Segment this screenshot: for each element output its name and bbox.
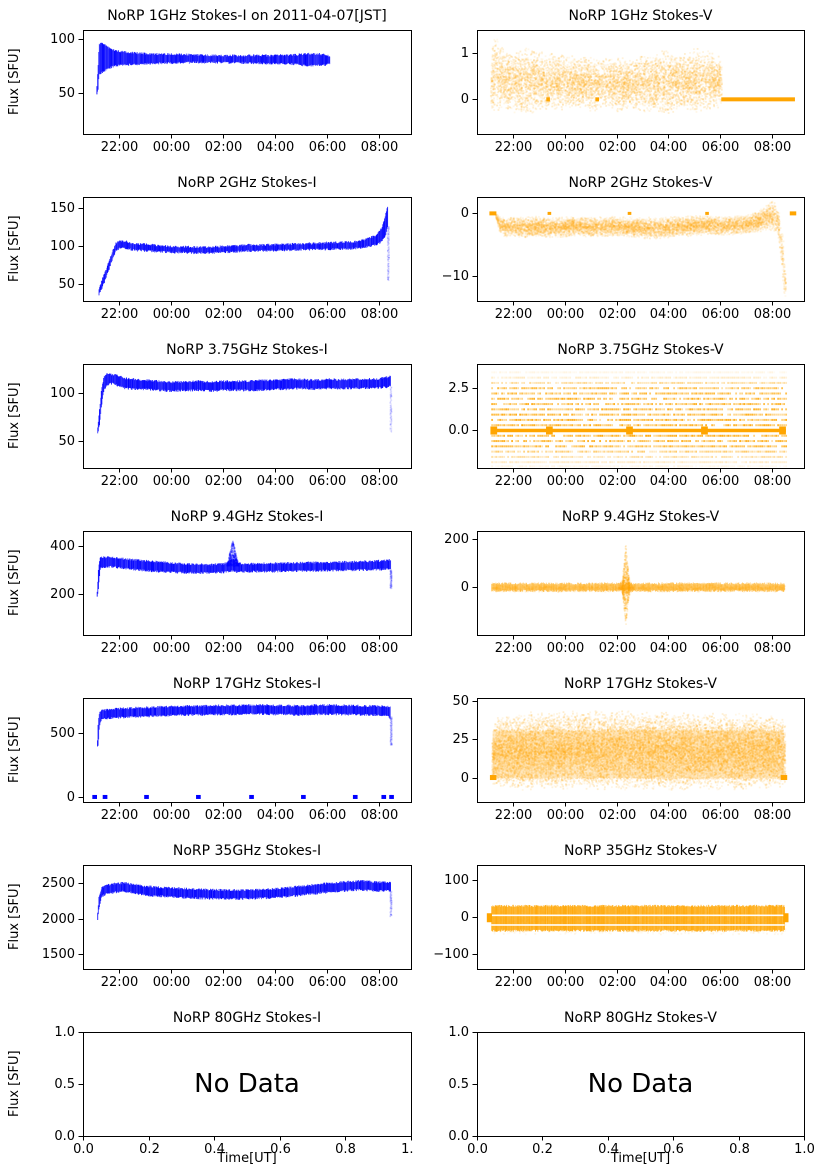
no-data-text: No Data	[587, 1069, 694, 1099]
plot-title: NoRP 1GHz Stokes-I on 2011-04-07[JST]	[107, 8, 387, 24]
subplot-35ghz-stokes-v: NoRP 35GHz Stokes-V	[413, 835, 827, 1002]
plot-title: NoRP 35GHz Stokes-V	[564, 843, 717, 859]
plot-canvas-35ghz-stokes-i	[0, 835, 413, 1002]
plot-canvas-80ghz-stokes-i	[0, 1002, 413, 1169]
y-axis-label: Flux [SFU]	[7, 382, 22, 450]
subplot-1ghz-stokes-v: NoRP 1GHz Stokes-V	[413, 0, 827, 167]
plot-canvas-2ghz-stokes-v	[413, 167, 827, 334]
y-axis-label: Flux [SFU]	[7, 549, 22, 617]
plot-canvas-17ghz-stokes-i	[0, 668, 413, 835]
y-axis-label: Flux [SFU]	[7, 215, 22, 283]
plot-title: NoRP 80GHz Stokes-I	[172, 1010, 322, 1026]
subplot-80ghz-stokes-i: NoRP 80GHz Stokes-I Flux [SFU] No Data T…	[0, 1002, 413, 1169]
plot-title: NoRP 80GHz Stokes-V	[564, 1010, 717, 1026]
plot-title: NoRP 9.4GHz Stokes-V	[561, 509, 720, 525]
plot-title: NoRP 3.75GHz Stokes-I	[166, 342, 328, 358]
plot-canvas-9-4ghz-stokes-v	[413, 501, 827, 668]
plot-canvas-1ghz-stokes-v	[413, 0, 827, 167]
plot-title: NoRP 9.4GHz Stokes-I	[170, 509, 324, 525]
plot-title: NoRP 35GHz Stokes-I	[172, 843, 322, 859]
subplot-3-75ghz-stokes-i: NoRP 3.75GHz Stokes-I Flux [SFU]	[0, 334, 413, 501]
plot-canvas-3-75ghz-stokes-i	[0, 334, 413, 501]
no-data-text: No Data	[194, 1069, 300, 1099]
subplot-9-4ghz-stokes-i: NoRP 9.4GHz Stokes-I Flux [SFU]	[0, 501, 413, 668]
plot-title: NoRP 2GHz Stokes-V	[568, 175, 713, 191]
subplot-35ghz-stokes-i: NoRP 35GHz Stokes-I Flux [SFU]	[0, 835, 413, 1002]
y-axis-label: Flux [SFU]	[7, 716, 22, 784]
subplot-17ghz-stokes-i: NoRP 17GHz Stokes-I Flux [SFU]	[0, 668, 413, 835]
plot-canvas-1ghz-stokes-i	[0, 0, 413, 167]
plot-canvas-35ghz-stokes-v	[413, 835, 827, 1002]
plot-title: NoRP 3.75GHz Stokes-V	[557, 342, 724, 358]
subplot-9-4ghz-stokes-v: NoRP 9.4GHz Stokes-V	[413, 501, 827, 668]
plot-canvas-17ghz-stokes-v	[413, 668, 827, 835]
y-axis-label: Flux [SFU]	[7, 1050, 22, 1118]
plot-title: NoRP 2GHz Stokes-I	[177, 175, 317, 191]
x-axis-label: Time[UT]	[610, 1151, 671, 1166]
subplot-1ghz-stokes-i: NoRP 1GHz Stokes-I on 2011-04-07[JST] Fl…	[0, 0, 413, 167]
plot-canvas-9-4ghz-stokes-i	[0, 501, 413, 668]
plot-canvas-80ghz-stokes-v	[413, 1002, 827, 1169]
plot-canvas-2ghz-stokes-i	[0, 167, 413, 334]
y-axis-label: Flux [SFU]	[7, 883, 22, 951]
plot-title: NoRP 1GHz Stokes-V	[568, 8, 713, 24]
plot-canvas-3-75ghz-stokes-v	[413, 334, 827, 501]
plot-title: NoRP 17GHz Stokes-V	[564, 676, 717, 692]
plot-title: NoRP 17GHz Stokes-I	[172, 676, 322, 692]
x-axis-label: Time[UT]	[217, 1151, 277, 1166]
subplot-2ghz-stokes-v: NoRP 2GHz Stokes-V	[413, 167, 827, 334]
subplot-3-75ghz-stokes-v: NoRP 3.75GHz Stokes-V	[413, 334, 827, 501]
subplot-80ghz-stokes-v: NoRP 80GHz Stokes-V No Data Time[UT]	[413, 1002, 827, 1169]
subplot-17ghz-stokes-v: NoRP 17GHz Stokes-V	[413, 668, 827, 835]
subplot-2ghz-stokes-i: NoRP 2GHz Stokes-I Flux [SFU]	[0, 167, 413, 334]
y-axis-label: Flux [SFU]	[7, 48, 22, 116]
